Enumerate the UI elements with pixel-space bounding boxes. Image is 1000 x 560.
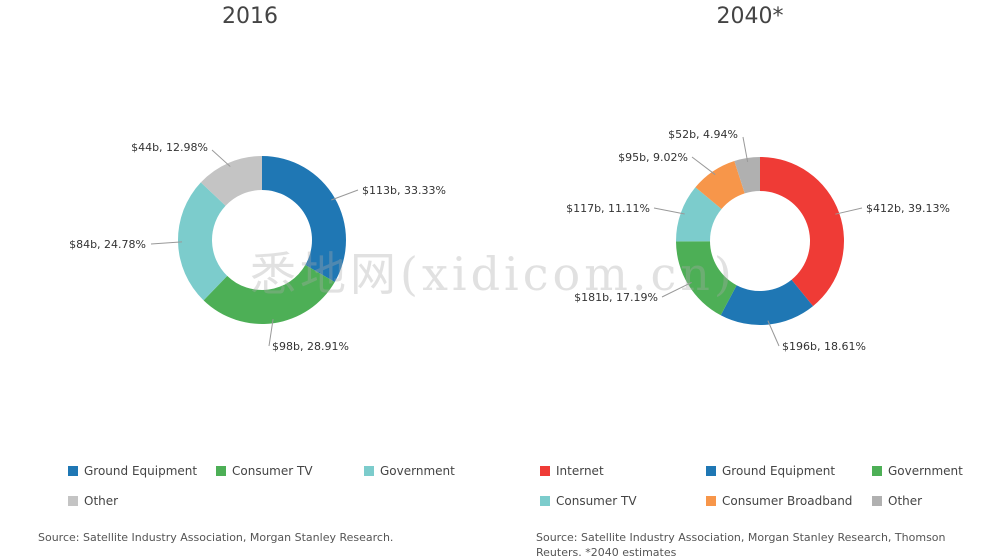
data-label: $52b, 4.94% xyxy=(668,128,738,141)
source-note: Source: Satellite Industry Association, … xyxy=(536,531,946,559)
donut-slice-government[interactable] xyxy=(676,241,737,316)
legend-swatch xyxy=(540,496,550,506)
data-label-leader xyxy=(150,241,183,245)
legend-label: Other xyxy=(888,494,923,508)
donut-chart-2040: $412b, 39.13% $196b, 18.61% $181b, 17.19% $… xyxy=(566,128,950,353)
legend-swatch xyxy=(706,466,716,476)
legend-swatch xyxy=(364,466,374,476)
data-label-leader xyxy=(268,319,274,347)
data-label: $412b, 39.13% xyxy=(866,202,950,215)
donut-slice-other[interactable] xyxy=(734,157,760,194)
chart-panel-2016: 2016 $113b, 33.33% $98b, 28.91% $84b, 24.7… xyxy=(38,4,455,544)
legend-item[interactable]: Government xyxy=(364,464,455,478)
chart-title: 2016 xyxy=(222,4,278,29)
legend-item[interactable]: Other xyxy=(872,494,922,508)
donut-slice-government[interactable] xyxy=(178,182,228,301)
legend-label: Ground Equipment xyxy=(84,464,198,478)
legend-item[interactable]: Consumer TV xyxy=(216,464,313,478)
legend-label: Ground Equipment xyxy=(722,464,836,478)
donut-slice-ground-equipment[interactable] xyxy=(262,156,346,282)
data-label-leader xyxy=(211,149,231,167)
legend-label: Consumer TV xyxy=(232,464,313,478)
chart-title: 2040* xyxy=(716,4,784,29)
legend-label: Consumer TV xyxy=(556,494,637,508)
legend-label: Consumer Broadband xyxy=(722,494,853,508)
data-label-leader xyxy=(331,189,359,201)
legend-item[interactable]: Ground Equipment xyxy=(68,464,197,478)
legend-swatch xyxy=(872,466,882,476)
donut-chart-2016: $113b, 33.33% $98b, 28.91% $84b, 24.78% $44… xyxy=(69,141,446,353)
data-label-leader xyxy=(653,207,685,215)
data-label-leader xyxy=(691,156,716,176)
data-label: $95b, 9.02% xyxy=(618,151,688,164)
legend-item[interactable]: Consumer Broadband xyxy=(706,494,852,508)
data-label-leader xyxy=(742,136,749,163)
legend-swatch xyxy=(68,466,78,476)
legend-item[interactable]: Consumer TV xyxy=(540,494,637,508)
legend-item[interactable]: Internet xyxy=(540,464,604,478)
data-label: $117b, 11.11% xyxy=(566,202,650,215)
data-label: $196b, 18.61% xyxy=(782,340,866,353)
donut-slice-internet[interactable] xyxy=(760,157,844,307)
donut-slice-consumer-tv[interactable] xyxy=(676,187,722,242)
donut-slice-other[interactable] xyxy=(200,156,262,206)
legend-label: Other xyxy=(84,494,119,508)
legend-swatch xyxy=(68,496,78,506)
donut-slice-ground-equipment[interactable] xyxy=(720,279,814,325)
legend-swatch xyxy=(872,496,882,506)
legend-swatch xyxy=(706,496,716,506)
data-label-leader xyxy=(767,320,780,347)
legend-item[interactable]: Ground Equipment xyxy=(706,464,835,478)
donut-slice-consumer-tv[interactable] xyxy=(203,265,335,324)
data-label-leader xyxy=(835,207,863,215)
legend-item[interactable]: Other xyxy=(68,494,118,508)
legend-label: Government xyxy=(380,464,455,478)
data-label: $84b, 24.78% xyxy=(69,238,146,251)
legend-swatch xyxy=(216,466,226,476)
legend-label: Government xyxy=(888,464,963,478)
source-note: Source: Satellite Industry Association, … xyxy=(38,531,394,544)
data-label: $98b, 28.91% xyxy=(272,340,349,353)
data-label-leader xyxy=(661,281,692,298)
data-label: $113b, 33.33% xyxy=(362,184,446,197)
data-label: $44b, 12.98% xyxy=(131,141,208,154)
legend-swatch xyxy=(540,466,550,476)
legend-item[interactable]: Government xyxy=(872,464,963,478)
data-label: $181b, 17.19% xyxy=(574,291,658,304)
chart-panel-2040: 2040* $412b, 39.13% $196b, 18.61% $181b, 1… xyxy=(500,0,1000,560)
legend-label: Internet xyxy=(556,464,604,478)
donut-slice-consumer-broadband[interactable] xyxy=(695,161,745,210)
